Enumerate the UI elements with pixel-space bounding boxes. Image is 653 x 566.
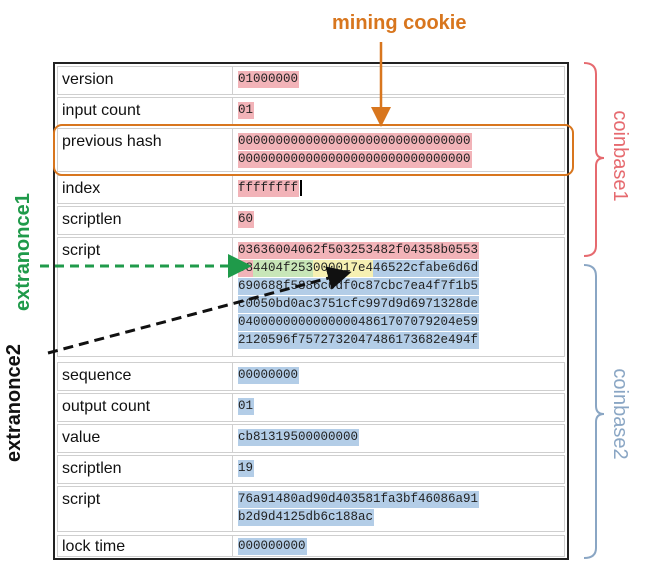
script-2-label: script (57, 486, 233, 532)
scriptlen-1-value-cell: 60 (233, 206, 565, 235)
script-1-line-2-blue: 46522cfabe6d6d (373, 260, 480, 277)
value-value: cb81319500000000 (238, 429, 360, 446)
row-value: value cb81319500000000 (57, 424, 565, 453)
sequence-label: sequence (57, 362, 233, 391)
row-lock-time: lock time 000000000 (57, 535, 565, 557)
scriptlen-2-value: 19 (238, 460, 255, 477)
script-1-line-1: 03636004062f503253482f04358b0553 (238, 242, 480, 259)
coinbase2-brace (583, 264, 605, 559)
script-1-line-2-pink: 08 (238, 260, 254, 277)
scriptlen-1-value: 60 (238, 211, 255, 228)
row-script-1: script 03636004062f503253482f04358b0553 … (57, 237, 565, 357)
lock-time-value-cell: 000000000 (233, 535, 565, 557)
row-sequence: sequence 00000000 (57, 362, 565, 391)
extranonce1-bytes: 4404f253 (253, 260, 314, 277)
script-1-line-4: c0050bd0ac3751cfc997d9d6971328de (238, 296, 480, 313)
output-count-value-cell: 01 (233, 393, 565, 422)
extranonce2-label: extranonce2 (3, 344, 25, 462)
value-label: value (57, 424, 233, 453)
script-1-value-cell: 03636004062f503253482f04358b0553 084404f… (233, 237, 565, 357)
text-cursor (300, 179, 303, 196)
index-value: ffffffff (238, 180, 300, 197)
script-2-line-2: b2d9d4125db6c188ac (238, 509, 375, 526)
script-1-line-5: 04000000000000004861707079204e59 (238, 314, 480, 331)
extranonce2-bytes: 000017e4 (313, 260, 374, 277)
index-label: index (57, 175, 233, 204)
lock-time-value: 000000000 (238, 538, 307, 555)
script-1-line-3: 690688f5886c0df0c87cbc7ea4f7f1b5 (238, 278, 480, 295)
script-2-value-cell: 76a91480ad90d403581fa3bf46086a91 b2d9d41… (233, 486, 565, 532)
previous-hash-line-1: 0000000000000000000000000000000 (238, 133, 472, 150)
scriptlen-2-value-cell: 19 (233, 455, 565, 484)
previous-hash-line-2: 0000000000000000000000000000000 (238, 151, 472, 168)
script-2-line-1: 76a91480ad90d403581fa3bf46086a91 (238, 491, 480, 508)
sequence-value: 00000000 (238, 367, 300, 384)
input-count-value-cell: 01 (233, 97, 565, 126)
previous-hash-label: previous hash (57, 128, 233, 172)
row-version: version 01000000 (57, 66, 565, 95)
row-script-2: script 76a91480ad90d403581fa3bf46086a91 … (57, 486, 565, 532)
output-count-label: output count (57, 393, 233, 422)
version-value: 01000000 (238, 71, 300, 88)
version-value-cell: 01000000 (233, 66, 565, 95)
index-value-cell: ffffffff (233, 175, 565, 204)
version-label: version (57, 66, 233, 95)
row-previous-hash: previous hash 00000000000000000000000000… (57, 128, 565, 172)
lock-time-label: lock time (57, 535, 233, 557)
input-count-label: input count (57, 97, 233, 126)
script-1-line-6: 2120596f7572732047486173682e494f (238, 332, 480, 349)
row-scriptlen-1: scriptlen 60 (57, 206, 565, 235)
row-index: index ffffffff (57, 175, 565, 204)
coinbase2-label: coinbase2 (609, 368, 631, 460)
row-output-count: output count 01 (57, 393, 565, 422)
mining-cookie-label: mining cookie (332, 12, 467, 34)
scriptlen-1-label: scriptlen (57, 206, 233, 235)
sequence-value-cell: 00000000 (233, 362, 565, 391)
input-count-value: 01 (238, 102, 255, 119)
value-value-cell: cb81319500000000 (233, 424, 565, 453)
scriptlen-2-label: scriptlen (57, 455, 233, 484)
extranonce1-label: extranonce1 (12, 193, 34, 311)
row-input-count: input count 01 (57, 97, 565, 126)
row-scriptlen-2: scriptlen 19 (57, 455, 565, 484)
output-count-value: 01 (238, 398, 255, 415)
previous-hash-value-cell: 0000000000000000000000000000000 00000000… (233, 128, 565, 172)
coinbase1-brace (583, 62, 605, 257)
coinbase1-label: coinbase1 (609, 110, 631, 202)
script-1-label: script (57, 237, 233, 357)
mining-cookie-outline (53, 124, 574, 176)
